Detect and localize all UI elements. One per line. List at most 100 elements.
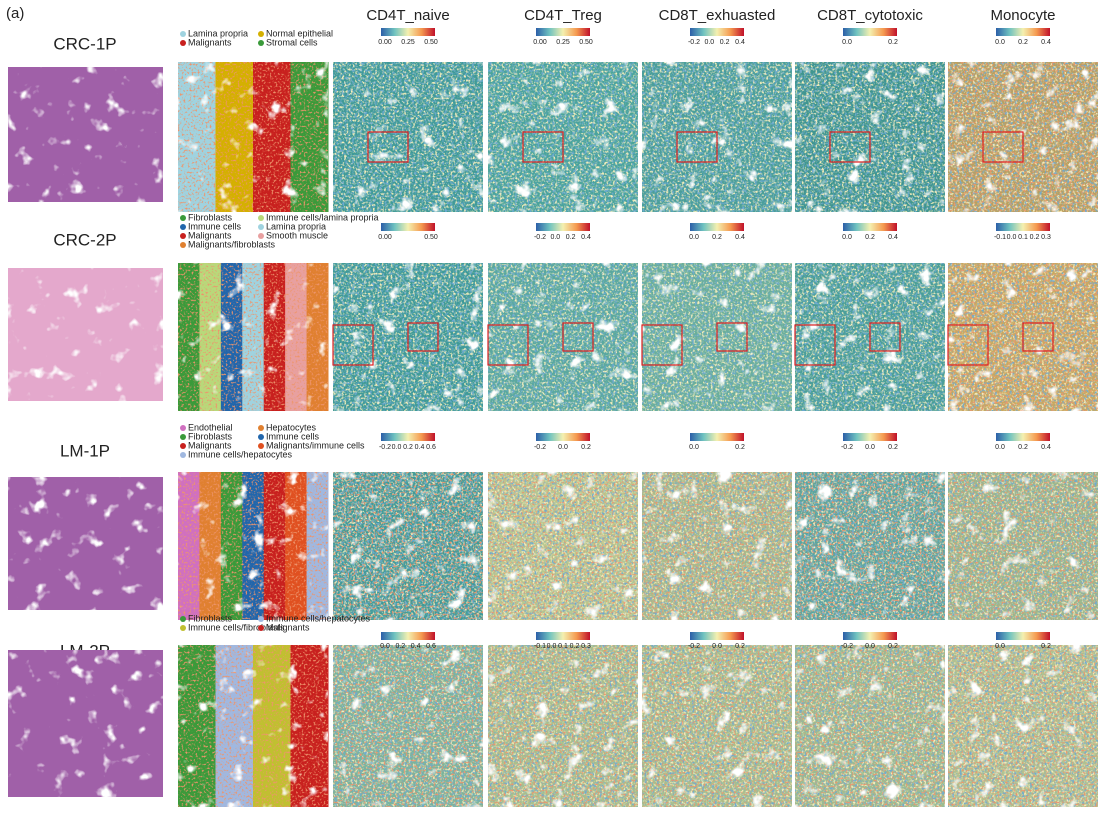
score-holes xyxy=(948,645,1098,807)
legend-swatch xyxy=(180,215,186,221)
colorbar-tick-label: -0.2 xyxy=(841,444,853,451)
legend-swatch xyxy=(258,434,264,440)
colorbar xyxy=(536,28,590,36)
colorbar-tick-label: 0.2 xyxy=(1018,39,1028,46)
colorbar-tick-label: 0.0 xyxy=(842,234,852,241)
legend-swatch xyxy=(258,616,264,622)
score-holes xyxy=(488,645,638,807)
colorbar xyxy=(690,223,744,231)
colorbar xyxy=(843,632,897,640)
colorbar-tick-label: 0.2 xyxy=(735,444,745,451)
colorbar-tick-label: 0.0 xyxy=(392,444,402,451)
colorbar-tick-label: 0.0 xyxy=(995,444,1005,451)
colorbar-tick-label: 0.50 xyxy=(424,39,438,46)
sample-name: CRC-1P xyxy=(53,34,116,53)
colorbar-tick-label: 0.25 xyxy=(401,39,415,46)
colorbar-tick-label: 0.4 xyxy=(735,39,745,46)
legend-swatch xyxy=(258,215,264,221)
score-holes xyxy=(948,472,1098,620)
colorbar-tick-label: 0.0 xyxy=(704,39,714,46)
colorbar-tick-label: 0.4 xyxy=(415,444,425,451)
colorbar-tick-label: 0.2 xyxy=(403,444,413,451)
colorbar-tick-label: 0.2 xyxy=(888,643,898,650)
colorbar-tick-label: 0.0 xyxy=(689,444,699,451)
colorbar-tick-label: 0.2 xyxy=(712,234,722,241)
colorbar-tick-label: 0.2 xyxy=(1041,643,1051,650)
colorbar xyxy=(690,632,744,640)
score-holes xyxy=(642,645,792,807)
legend-swatch xyxy=(180,625,186,631)
colorbar-tick-label: 0.0 xyxy=(558,444,568,451)
legend-label: Malignants/fibroblasts xyxy=(188,239,276,249)
colorbar xyxy=(690,433,744,441)
colorbar-tick-label: 0.0 xyxy=(842,39,852,46)
legend-label: Malignants xyxy=(266,622,310,632)
colorbar xyxy=(996,28,1050,36)
legend-swatch xyxy=(180,434,186,440)
colorbar-tick-label: -0.1 xyxy=(994,234,1006,241)
colorbar xyxy=(996,433,1050,441)
colorbar-tick-label: 0.4 xyxy=(1041,39,1051,46)
column-header: CD8T_exhuasted xyxy=(659,7,776,24)
colorbar-tick-label: 0.2 xyxy=(865,234,875,241)
legend-swatch xyxy=(258,425,264,431)
colorbar-tick-label: -0.2 xyxy=(379,444,391,451)
colorbar-tick-label: 0.4 xyxy=(411,643,421,650)
colorbar-tick-label: 0.0 xyxy=(1007,234,1017,241)
he-texture xyxy=(8,67,163,202)
colorbar-tick-label: 0.2 xyxy=(888,39,898,46)
colorbar-tick-label: 0.3 xyxy=(1041,234,1051,241)
colorbar-tick-label: 0.0 xyxy=(712,643,722,650)
colorbar-tick-label: -0.2 xyxy=(688,643,700,650)
colorbar-tick-label: 0.1 xyxy=(1018,234,1028,241)
colorbar-tick-label: 0.0 xyxy=(995,643,1005,650)
colorbar-tick-label: 0.50 xyxy=(424,234,438,241)
legend-swatch xyxy=(258,443,264,449)
colorbar-tick-label: 0.25 xyxy=(556,39,570,46)
cluster-texture xyxy=(178,62,328,212)
cluster-texture xyxy=(178,472,328,620)
he-texture xyxy=(8,268,163,401)
colorbar xyxy=(381,433,435,441)
cluster-texture xyxy=(178,263,328,411)
colorbar xyxy=(843,433,897,441)
colorbar-tick-label: 0.6 xyxy=(426,643,436,650)
score-holes xyxy=(488,472,638,620)
colorbar-tick-label: -0.2 xyxy=(534,234,546,241)
legend-swatch xyxy=(180,31,186,37)
legend-swatch xyxy=(258,224,264,230)
colorbar-tick-label: 0.2 xyxy=(395,643,405,650)
legend-swatch xyxy=(180,40,186,46)
legend-swatch xyxy=(180,443,186,449)
colorbar-tick-label: 0.2 xyxy=(566,234,576,241)
colorbar-tick-label: 0.4 xyxy=(581,234,591,241)
colorbar xyxy=(996,223,1050,231)
colorbar-tick-label: 0.2 xyxy=(720,39,730,46)
he-texture xyxy=(8,650,163,797)
colorbar xyxy=(536,223,590,231)
legend-swatch xyxy=(258,233,264,239)
score-holes xyxy=(795,472,945,620)
colorbar xyxy=(381,28,435,36)
cluster-texture xyxy=(178,645,328,807)
legend-swatch xyxy=(258,625,264,631)
colorbar-tick-label: 0.1 xyxy=(558,643,568,650)
sample-name: CRC-2P xyxy=(53,230,116,249)
colorbar-tick-label: -0.2 xyxy=(688,39,700,46)
colorbar-tick-label: 0.2 xyxy=(1018,444,1028,451)
colorbar xyxy=(536,632,590,640)
colorbar-tick-label: 0.4 xyxy=(888,234,898,241)
legend-swatch xyxy=(180,224,186,230)
panel-label: (a) xyxy=(6,5,24,22)
legend-swatch xyxy=(258,40,264,46)
colorbar-tick-label: 0.50 xyxy=(579,39,593,46)
column-header: CD4T_naive xyxy=(366,7,449,24)
figure: (a) CD4T_naiveCD4T_TregCD8T_exhuastedCD8… xyxy=(0,0,1105,814)
colorbar-tick-label: 0.4 xyxy=(735,234,745,241)
colorbar-tick-label: 0.2 xyxy=(1030,234,1040,241)
score-holes xyxy=(795,645,945,807)
colorbar-tick-label: 0.2 xyxy=(888,444,898,451)
colorbar-tick-label: 0.4 xyxy=(1041,444,1051,451)
legend-label: Malignants xyxy=(188,37,232,47)
colorbar-tick-label: 0.0 xyxy=(550,234,560,241)
